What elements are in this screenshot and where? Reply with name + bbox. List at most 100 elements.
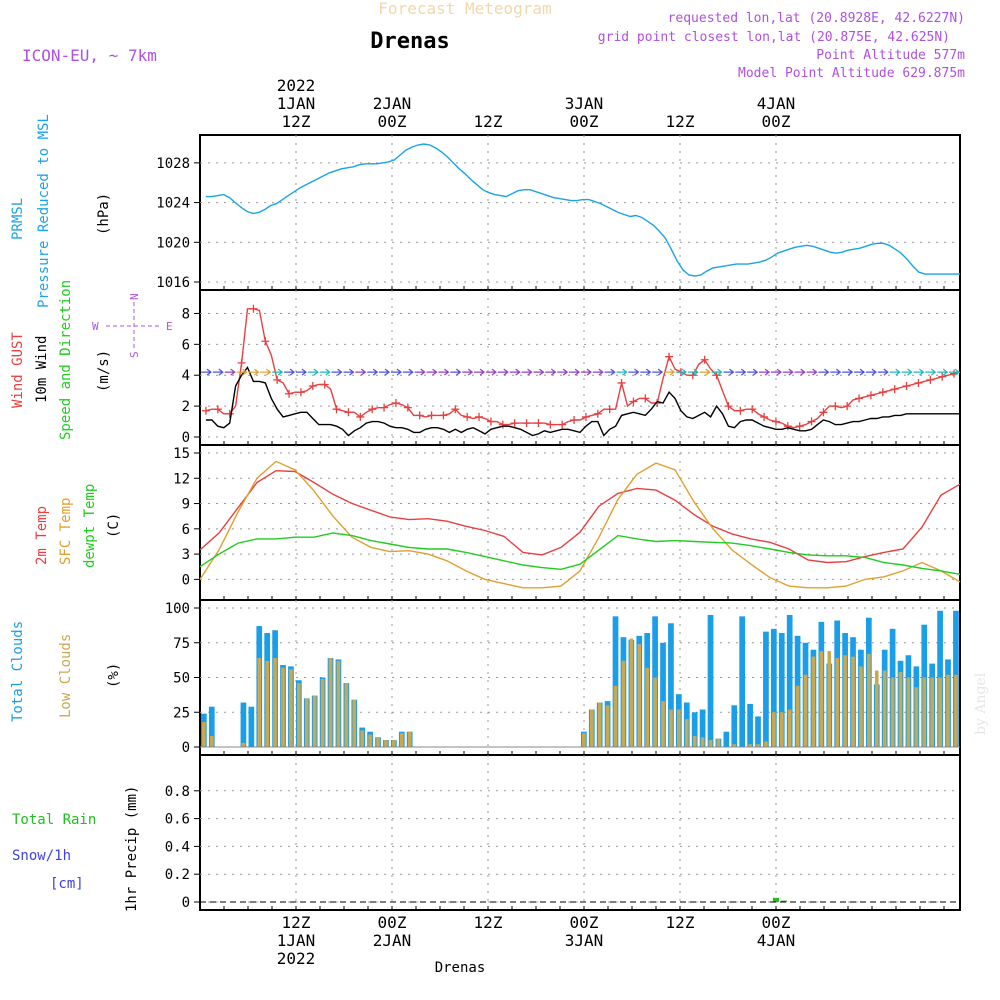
compass-n: N	[128, 293, 141, 300]
wind-direction-arrow	[782, 368, 794, 376]
low-cloud-bar	[859, 666, 863, 747]
gust-marker	[356, 412, 365, 421]
gust-marker	[475, 412, 484, 421]
time-label-bottom: 00Z	[378, 913, 407, 932]
low-cloud-bar	[803, 674, 808, 747]
wind-direction-arrow	[806, 368, 818, 376]
time-label-bottom: 1JAN	[277, 931, 316, 950]
wind-panel: 0 2 4 6 8	[182, 289, 961, 446]
total-cloud-bar	[739, 616, 746, 747]
ytick-label: 100	[165, 601, 190, 617]
low-cloud-bar	[344, 683, 349, 747]
low-cloud-bar	[669, 709, 673, 747]
wind-direction-arrow	[331, 368, 343, 376]
wind-direction-arrow	[854, 368, 866, 376]
gust-marker	[285, 389, 294, 398]
compass-s: S	[128, 351, 141, 358]
pressure-line	[205, 143, 960, 277]
time-label-bottom: 12Z	[474, 913, 503, 932]
low-cloud-bar	[779, 712, 784, 747]
gust-marker	[890, 385, 899, 394]
low-cloud-bar	[906, 677, 911, 747]
footer-location: Drenas	[435, 960, 486, 976]
total-cloud-bar	[248, 706, 255, 747]
wind-direction-arrow	[687, 368, 699, 376]
gust-marker	[819, 408, 828, 417]
clouds-panel: 0 25 50 75 100	[165, 599, 961, 756]
gust-marker	[439, 411, 448, 420]
wind-direction-arrow	[937, 368, 949, 376]
wind-direction-arrow	[284, 368, 296, 376]
gust-marker	[368, 405, 377, 414]
low-cloud-bar	[312, 695, 317, 747]
low-cloud-bar	[281, 667, 285, 747]
time-label-bottom: 4JAN	[757, 931, 796, 950]
wind-direction-arrow	[794, 368, 806, 376]
wind-direction-arrow	[604, 368, 616, 376]
total-cloud-bar	[771, 628, 777, 747]
wind-direction-arrow	[367, 368, 379, 376]
wind-direction-arrow	[723, 368, 735, 376]
low-cloud-bar	[843, 655, 847, 747]
low-cloud-bar	[827, 651, 832, 747]
gust-marker	[570, 416, 579, 425]
low-cloud-bar	[597, 702, 602, 747]
total-cloud-bar	[723, 731, 730, 747]
wind-direction-arrow	[640, 368, 652, 376]
ytick-label: 4	[182, 368, 190, 384]
wind-direction-arrow	[497, 368, 509, 376]
gust-marker	[201, 406, 210, 415]
low-cloud-bar	[582, 733, 586, 747]
total-cloud-bar	[612, 616, 619, 747]
low-cloud-bar	[202, 721, 206, 747]
low-cloud-bar	[684, 719, 689, 747]
gust-marker	[296, 388, 305, 397]
low-cloud-bar	[914, 687, 919, 747]
gust-marker	[558, 420, 567, 429]
total-cloud-bar	[747, 703, 753, 747]
wind-direction-arrow	[877, 368, 889, 376]
dewpoint-line	[199, 532, 961, 575]
total-cloud-bar	[707, 614, 714, 747]
chart-panels: 1016102010241028024680369121502550751000…	[156, 76, 961, 968]
time-label-bottom: 12Z	[666, 913, 695, 932]
low-cloud-bar	[352, 699, 357, 747]
model-name: ICON-EU, ~ 7km	[22, 46, 157, 65]
model-altitude: Model Point Altitude 629.875m	[738, 66, 965, 81]
low-cloud-bar	[392, 740, 396, 747]
wind-direction-arrow	[319, 368, 331, 376]
wind-direction-arrow	[272, 368, 284, 376]
ytick-label: 2	[182, 399, 190, 415]
gust-marker	[261, 337, 270, 346]
wind-direction-arrow	[949, 368, 961, 376]
time-label-top: 2022	[277, 76, 316, 95]
ytick-label: 12	[173, 471, 190, 487]
label-hpa: (hPa)	[96, 193, 112, 235]
ytick-label: 1020	[156, 235, 190, 251]
wind-direction-arrow	[865, 368, 877, 376]
gust-marker	[795, 422, 804, 431]
sfc-temp-line	[199, 460, 961, 589]
ytick-label: 0	[182, 430, 190, 446]
label-total-clouds: Total Clouds	[10, 621, 26, 722]
temp-frame	[199, 444, 961, 601]
time-label-bottom: 00Z	[762, 913, 791, 932]
wind-direction-arrow	[307, 368, 319, 376]
wind-direction-arrow	[438, 368, 450, 376]
wind-direction-arrow	[509, 368, 521, 376]
wind-direction-arrow	[224, 368, 236, 376]
pressure-labels: PRMSL Pressure Reduced to MSL (hPa)	[10, 114, 112, 308]
time-label-bottom: 3JAN	[565, 931, 604, 950]
label-wind: 10m Wind	[34, 336, 50, 403]
low-cloud-bar	[835, 658, 840, 747]
wind-direction-arrow	[901, 368, 913, 376]
t2m-line	[199, 469, 961, 564]
wind-direction-arrow	[913, 368, 925, 376]
low-cloud-bar	[241, 742, 246, 747]
wind-direction-arrow	[711, 368, 723, 376]
low-cloud-bar	[368, 734, 372, 747]
ytick-label: 8	[182, 306, 190, 322]
gust-marker	[451, 405, 460, 414]
total-cloud-bar	[660, 642, 666, 747]
gust-marker	[332, 405, 341, 414]
